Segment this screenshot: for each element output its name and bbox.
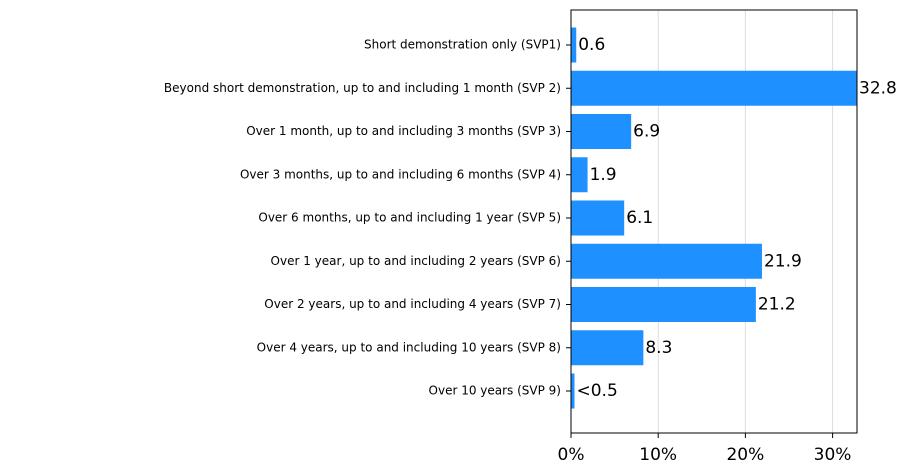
axes-frame — [570, 9, 858, 434]
value-label: 0.6 — [578, 35, 605, 55]
x-tick-label: 30% — [814, 445, 852, 465]
x-tick-label: 20% — [726, 445, 764, 465]
y-tick-label: Short demonstration only (SVP1) — [364, 38, 561, 52]
bar — [571, 27, 577, 63]
x-tick-label: 0% — [558, 445, 585, 465]
y-tick-label: Over 4 years, up to and including 10 yea… — [257, 340, 561, 354]
bar — [571, 373, 575, 409]
bar — [571, 330, 644, 366]
y-tick-label: Over 6 months, up to and including 1 yea… — [258, 211, 561, 225]
y-tick-label: Over 2 years, up to and including 4 year… — [264, 297, 561, 311]
bar — [571, 287, 756, 322]
y-tick-label: Over 10 years (SVP 9) — [429, 384, 561, 398]
bar — [571, 114, 632, 149]
bar — [571, 70, 857, 106]
bar — [571, 157, 588, 193]
bar — [571, 200, 625, 236]
value-label: 1.9 — [590, 165, 617, 185]
value-label: 6.9 — [633, 122, 660, 142]
value-label: 21.9 — [764, 251, 802, 271]
y-tick-label: Over 3 months, up to and including 6 mon… — [240, 167, 561, 181]
bar — [571, 243, 762, 279]
x-tick-label: 10% — [639, 445, 677, 465]
value-label: 32.8 — [859, 78, 897, 98]
y-tick-label: Over 1 year, up to and including 2 years… — [271, 254, 561, 268]
value-label: <0.5 — [576, 381, 617, 401]
value-label: 8.3 — [645, 338, 672, 358]
value-label: 21.2 — [758, 295, 796, 315]
value-label: 6.1 — [626, 208, 653, 228]
y-tick-label: Beyond short demonstration, up to and in… — [164, 81, 561, 95]
y-tick-label: Over 1 month, up to and including 3 mont… — [246, 124, 561, 138]
